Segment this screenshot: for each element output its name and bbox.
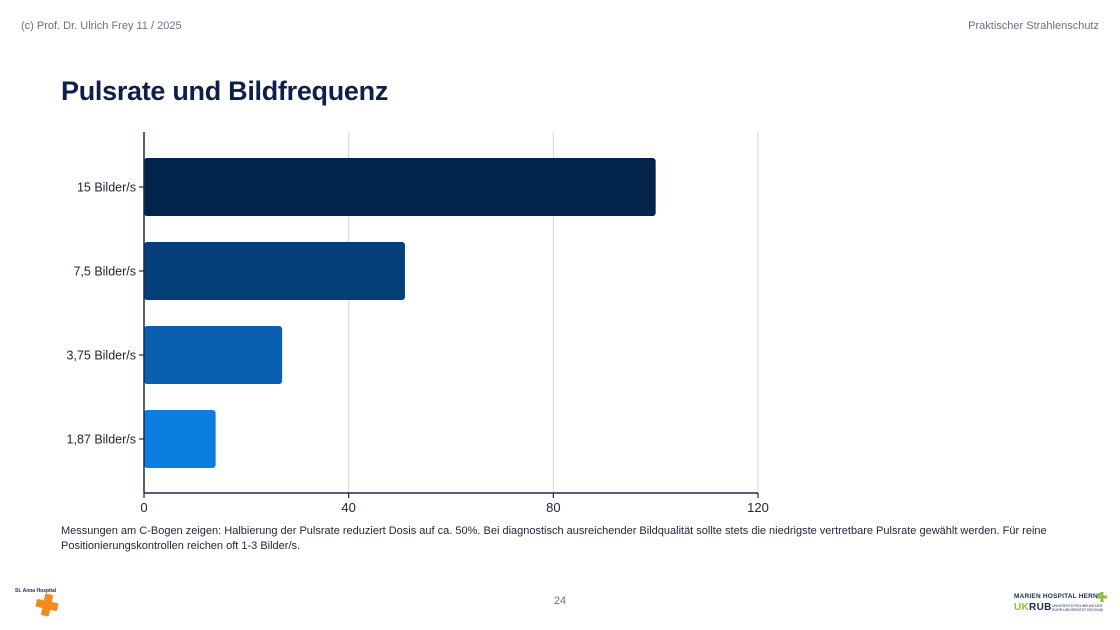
slide-title: Pulsrate und Bildfrequenz: [61, 76, 389, 106]
category-label: 3,75 Bilder/s: [67, 349, 136, 363]
category-label: 15 Bilder/s: [77, 181, 136, 195]
copyright-text: (c) Prof. Dr. Ulrich Frey 11 / 2025: [21, 20, 182, 32]
bar: [144, 326, 283, 384]
cross-icon: [35, 593, 59, 617]
course-title: Praktischer Strahlenschutz: [968, 20, 1099, 32]
x-tick-label: 0: [140, 500, 147, 515]
plus-logo-icon: [1097, 592, 1107, 602]
bar: [144, 410, 216, 468]
bar: [144, 158, 656, 216]
x-tick-label: 120: [747, 500, 769, 515]
page-number: 24: [553, 595, 567, 607]
ukrub-subtitle: UNIVERSITÄTSKLINIKUM DER RUHR-UNIVERSITÄ…: [1052, 604, 1103, 612]
bar: [144, 242, 405, 300]
category-label: 1,87 Bilder/s: [67, 433, 136, 447]
st-anna-hospital-logo-text: St. Anna Hospital: [15, 588, 57, 594]
ukrub-logo: UKRUB: [1014, 602, 1052, 613]
category-label: 7,5 Bilder/s: [73, 265, 136, 279]
rub-logo-text: RUB: [1029, 602, 1052, 613]
st-anna-hospital-logo: St. Anna Hospital: [15, 588, 75, 620]
x-tick-label: 80: [546, 500, 560, 515]
uk-logo-text: UK: [1014, 602, 1030, 613]
chart-caption: Messungen am C-Bogen zeigen: Halbierung …: [61, 525, 1047, 552]
marien-hospital-logo: MARIEN HOSPITAL HERNE UKRUB UNIVERSITÄTS…: [1014, 592, 1107, 617]
marien-hospital-name: MARIEN HOSPITAL HERNE: [1014, 593, 1103, 600]
x-tick-label: 40: [341, 500, 355, 515]
